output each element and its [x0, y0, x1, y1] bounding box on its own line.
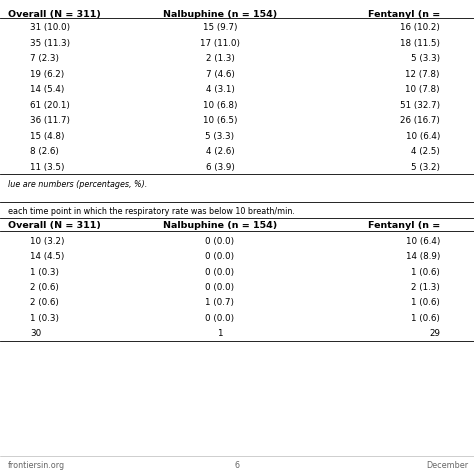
Text: 7 (4.6): 7 (4.6) [206, 70, 235, 79]
Text: 2 (1.3): 2 (1.3) [411, 283, 440, 292]
Text: 17 (11.0): 17 (11.0) [200, 38, 240, 47]
Text: 4 (2.5): 4 (2.5) [411, 147, 440, 156]
Text: 30: 30 [30, 329, 41, 338]
Text: 10 (6.4): 10 (6.4) [406, 237, 440, 246]
Text: 5 (3.3): 5 (3.3) [411, 54, 440, 63]
Text: 12 (7.8): 12 (7.8) [405, 70, 440, 79]
Text: Fentanyl (n =: Fentanyl (n = [368, 10, 440, 19]
Text: 35 (11.3): 35 (11.3) [30, 38, 70, 47]
Text: 16 (10.2): 16 (10.2) [400, 23, 440, 32]
Text: 0 (0.0): 0 (0.0) [205, 252, 235, 261]
Text: 6 (3.9): 6 (3.9) [206, 163, 235, 172]
Text: 0 (0.0): 0 (0.0) [205, 314, 235, 323]
Text: lue are numbers (percentages, %).: lue are numbers (percentages, %). [8, 180, 147, 189]
Text: 8 (2.6): 8 (2.6) [30, 147, 59, 156]
Text: 1: 1 [217, 329, 223, 338]
Text: 10 (6.8): 10 (6.8) [203, 100, 237, 109]
Text: frontiersin.org: frontiersin.org [8, 461, 65, 470]
Text: Nalbuphine (n = 154): Nalbuphine (n = 154) [163, 10, 277, 19]
Text: 10 (6.5): 10 (6.5) [203, 116, 237, 125]
Text: 10 (3.2): 10 (3.2) [30, 237, 64, 246]
Text: 51 (32.7): 51 (32.7) [400, 100, 440, 109]
Text: Overall (N = 311): Overall (N = 311) [8, 10, 101, 19]
Text: 1 (0.6): 1 (0.6) [411, 314, 440, 323]
Text: 10 (7.8): 10 (7.8) [405, 85, 440, 94]
Text: Overall (N = 311): Overall (N = 311) [8, 220, 101, 229]
Text: 19 (6.2): 19 (6.2) [30, 70, 64, 79]
Text: 2 (1.3): 2 (1.3) [206, 54, 235, 63]
Text: 36 (11.7): 36 (11.7) [30, 116, 70, 125]
Text: 29: 29 [429, 329, 440, 338]
Text: 7 (2.3): 7 (2.3) [30, 54, 59, 63]
Text: Nalbuphine (n = 154): Nalbuphine (n = 154) [163, 220, 277, 229]
Text: 6: 6 [235, 461, 239, 470]
Text: 0 (0.0): 0 (0.0) [205, 237, 235, 246]
Text: 4 (2.6): 4 (2.6) [206, 147, 234, 156]
Text: December: December [426, 461, 468, 470]
Text: 14 (5.4): 14 (5.4) [30, 85, 64, 94]
Text: 1 (0.3): 1 (0.3) [30, 267, 59, 276]
Text: 14 (8.9): 14 (8.9) [406, 252, 440, 261]
Text: each time point in which the respiratory rate was below 10 breath/min.: each time point in which the respiratory… [8, 207, 295, 216]
Text: 1 (0.6): 1 (0.6) [411, 267, 440, 276]
Text: 0 (0.0): 0 (0.0) [205, 267, 235, 276]
Text: 10 (6.4): 10 (6.4) [406, 131, 440, 140]
Text: 5 (3.3): 5 (3.3) [205, 131, 235, 140]
Text: 18 (11.5): 18 (11.5) [400, 38, 440, 47]
Text: 26 (16.7): 26 (16.7) [400, 116, 440, 125]
Text: 4 (3.1): 4 (3.1) [206, 85, 235, 94]
Text: 15 (4.8): 15 (4.8) [30, 131, 64, 140]
Text: 2 (0.6): 2 (0.6) [30, 299, 59, 308]
Text: 15 (9.7): 15 (9.7) [203, 23, 237, 32]
Text: 11 (3.5): 11 (3.5) [30, 163, 64, 172]
Text: 14 (4.5): 14 (4.5) [30, 252, 64, 261]
Text: 1 (0.6): 1 (0.6) [411, 299, 440, 308]
Text: 1 (0.7): 1 (0.7) [206, 299, 235, 308]
Text: 61 (20.1): 61 (20.1) [30, 100, 70, 109]
Text: 1 (0.3): 1 (0.3) [30, 314, 59, 323]
Text: 5 (3.2): 5 (3.2) [411, 163, 440, 172]
Text: 0 (0.0): 0 (0.0) [205, 283, 235, 292]
Text: 31 (10.0): 31 (10.0) [30, 23, 70, 32]
Text: 2 (0.6): 2 (0.6) [30, 283, 59, 292]
Text: Fentanyl (n =: Fentanyl (n = [368, 220, 440, 229]
